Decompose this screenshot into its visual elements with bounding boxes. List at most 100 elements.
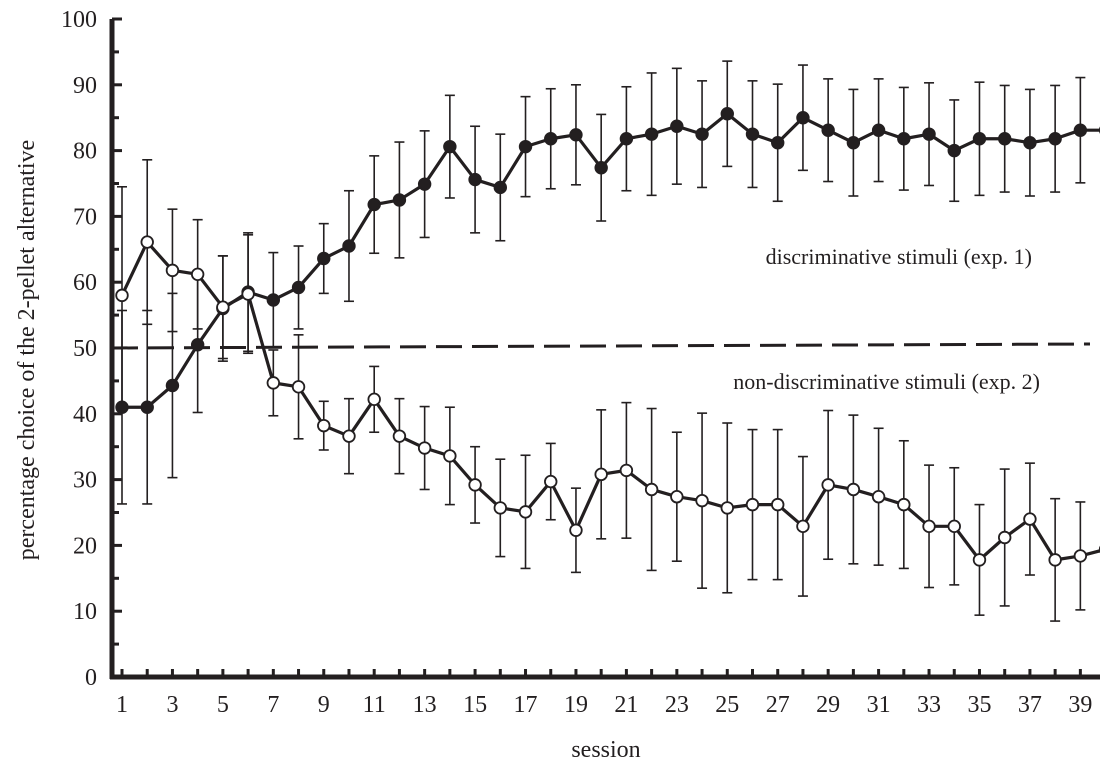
x-axis-label: session bbox=[571, 737, 640, 763]
data-point-open-30 bbox=[846, 482, 861, 497]
data-point-filled-38 bbox=[1048, 132, 1062, 146]
data-point-filled-23 bbox=[670, 119, 684, 133]
data-point-open-3 bbox=[165, 263, 180, 278]
data-point-filled-29 bbox=[821, 123, 835, 137]
x-tick-label-15: 15 bbox=[463, 692, 487, 718]
x-tick-label-19: 19 bbox=[564, 692, 588, 718]
data-point-filled-15 bbox=[468, 172, 482, 187]
data-point-open-35 bbox=[972, 553, 987, 567]
data-point-filled-13 bbox=[417, 177, 432, 191]
data-point-filled-18 bbox=[544, 132, 558, 146]
data-point-open-20 bbox=[594, 467, 608, 482]
x-tick-label-35: 35 bbox=[967, 692, 991, 718]
data-point-open-28 bbox=[796, 519, 810, 534]
data-point-filled-28 bbox=[796, 110, 810, 125]
x-tick-label-9: 9 bbox=[318, 692, 330, 718]
data-point-filled-30 bbox=[846, 136, 861, 150]
data-point-filled-20 bbox=[594, 161, 608, 175]
y-tick-label-0: 0 bbox=[85, 665, 97, 691]
x-tick-label-39: 39 bbox=[1068, 692, 1092, 718]
x-tick-label-13: 13 bbox=[413, 692, 437, 718]
x-tick-label-23: 23 bbox=[665, 692, 689, 718]
y-tick-label-30: 30 bbox=[73, 468, 97, 494]
data-point-open-6 bbox=[241, 287, 255, 301]
data-point-filled-32 bbox=[897, 132, 911, 146]
data-point-filled-12 bbox=[392, 193, 407, 207]
data-point-filled-4 bbox=[190, 338, 205, 352]
y-tick-label-90: 90 bbox=[73, 73, 97, 99]
data-point-filled-31 bbox=[871, 123, 886, 137]
data-point-filled-3 bbox=[165, 378, 180, 393]
x-tick-label-37: 37 bbox=[1018, 692, 1042, 718]
y-tick-label-70: 70 bbox=[73, 204, 97, 230]
x-tick-label-3: 3 bbox=[166, 692, 178, 718]
series-line-layer bbox=[120, 112, 1100, 562]
x-tick-label-5: 5 bbox=[217, 692, 229, 718]
y-tick-label-40: 40 bbox=[73, 402, 97, 428]
data-point-open-10 bbox=[342, 429, 356, 443]
data-point-filled-36 bbox=[998, 132, 1012, 146]
data-point-filled-19 bbox=[569, 128, 583, 142]
reference-line-50 bbox=[111, 342, 1091, 350]
x-tick-label-11: 11 bbox=[363, 692, 386, 718]
data-point-filled-7 bbox=[266, 293, 281, 307]
data-point-open-27 bbox=[771, 497, 785, 512]
data-point-open-37 bbox=[1023, 512, 1037, 526]
series-line-filled bbox=[122, 112, 1100, 409]
data-point-open-31 bbox=[871, 490, 886, 504]
data-point-open-38 bbox=[1048, 553, 1062, 567]
reference-line-layer bbox=[111, 342, 1091, 350]
y-tick-label-60: 60 bbox=[73, 270, 97, 296]
data-point-open-13 bbox=[417, 441, 432, 455]
x-tick-label-27: 27 bbox=[766, 692, 790, 718]
data-point-open-14 bbox=[443, 449, 457, 463]
data-point-filled-22 bbox=[644, 127, 659, 141]
data-point-open-18 bbox=[544, 474, 558, 489]
x-tick-label-33: 33 bbox=[917, 692, 941, 718]
data-point-filled-35 bbox=[972, 132, 987, 146]
data-point-open-26 bbox=[745, 497, 760, 512]
series-line-open bbox=[120, 240, 1100, 562]
data-point-open-29 bbox=[821, 478, 835, 492]
data-point-open-16 bbox=[493, 501, 508, 515]
data-point-open-21 bbox=[619, 463, 634, 478]
data-point-open-5 bbox=[216, 300, 230, 314]
y-axis-label: percentage choice of the 2-pellet altern… bbox=[14, 140, 40, 560]
data-point-open-23 bbox=[670, 490, 684, 504]
y-tick-label-50: 50 bbox=[73, 336, 97, 362]
y-tick-label-20: 20 bbox=[73, 533, 97, 559]
data-point-filled-27 bbox=[771, 136, 785, 150]
data-point-open-24 bbox=[695, 493, 709, 508]
annotation-non-discriminative: non-discriminative stimuli (exp. 2) bbox=[733, 369, 1040, 394]
data-point-filled-24 bbox=[695, 127, 709, 141]
data-point-open-33 bbox=[922, 519, 936, 534]
data-point-filled-25 bbox=[720, 107, 734, 121]
data-point-open-32 bbox=[897, 497, 911, 512]
data-point-layer bbox=[115, 107, 1100, 567]
data-point-filled-1 bbox=[115, 400, 129, 414]
data-point-open-36 bbox=[998, 530, 1012, 545]
data-point-filled-10 bbox=[342, 239, 356, 253]
data-point-filled-33 bbox=[922, 127, 936, 141]
x-tick-label-17: 17 bbox=[514, 692, 538, 718]
data-point-filled-16 bbox=[493, 180, 508, 195]
data-point-open-1 bbox=[115, 288, 129, 303]
x-tick-label-7: 7 bbox=[267, 692, 279, 718]
data-point-filled-2 bbox=[140, 400, 154, 414]
data-point-filled-17 bbox=[518, 139, 533, 154]
x-tick-label-1: 1 bbox=[116, 692, 128, 718]
data-point-filled-8 bbox=[291, 280, 306, 295]
data-point-open-34 bbox=[947, 519, 961, 534]
data-point-filled-9 bbox=[317, 251, 331, 266]
data-point-open-2 bbox=[140, 235, 154, 249]
x-tick-label-31: 31 bbox=[867, 692, 891, 718]
data-point-filled-37 bbox=[1023, 136, 1037, 150]
data-point-filled-11 bbox=[367, 197, 381, 212]
annotation-discriminative: discriminative stimuli (exp. 1) bbox=[766, 244, 1032, 269]
data-point-open-11 bbox=[367, 392, 381, 407]
data-point-open-17 bbox=[518, 505, 533, 519]
data-point-open-22 bbox=[644, 482, 659, 497]
data-point-filled-39 bbox=[1073, 123, 1088, 137]
data-point-open-9 bbox=[317, 418, 331, 433]
